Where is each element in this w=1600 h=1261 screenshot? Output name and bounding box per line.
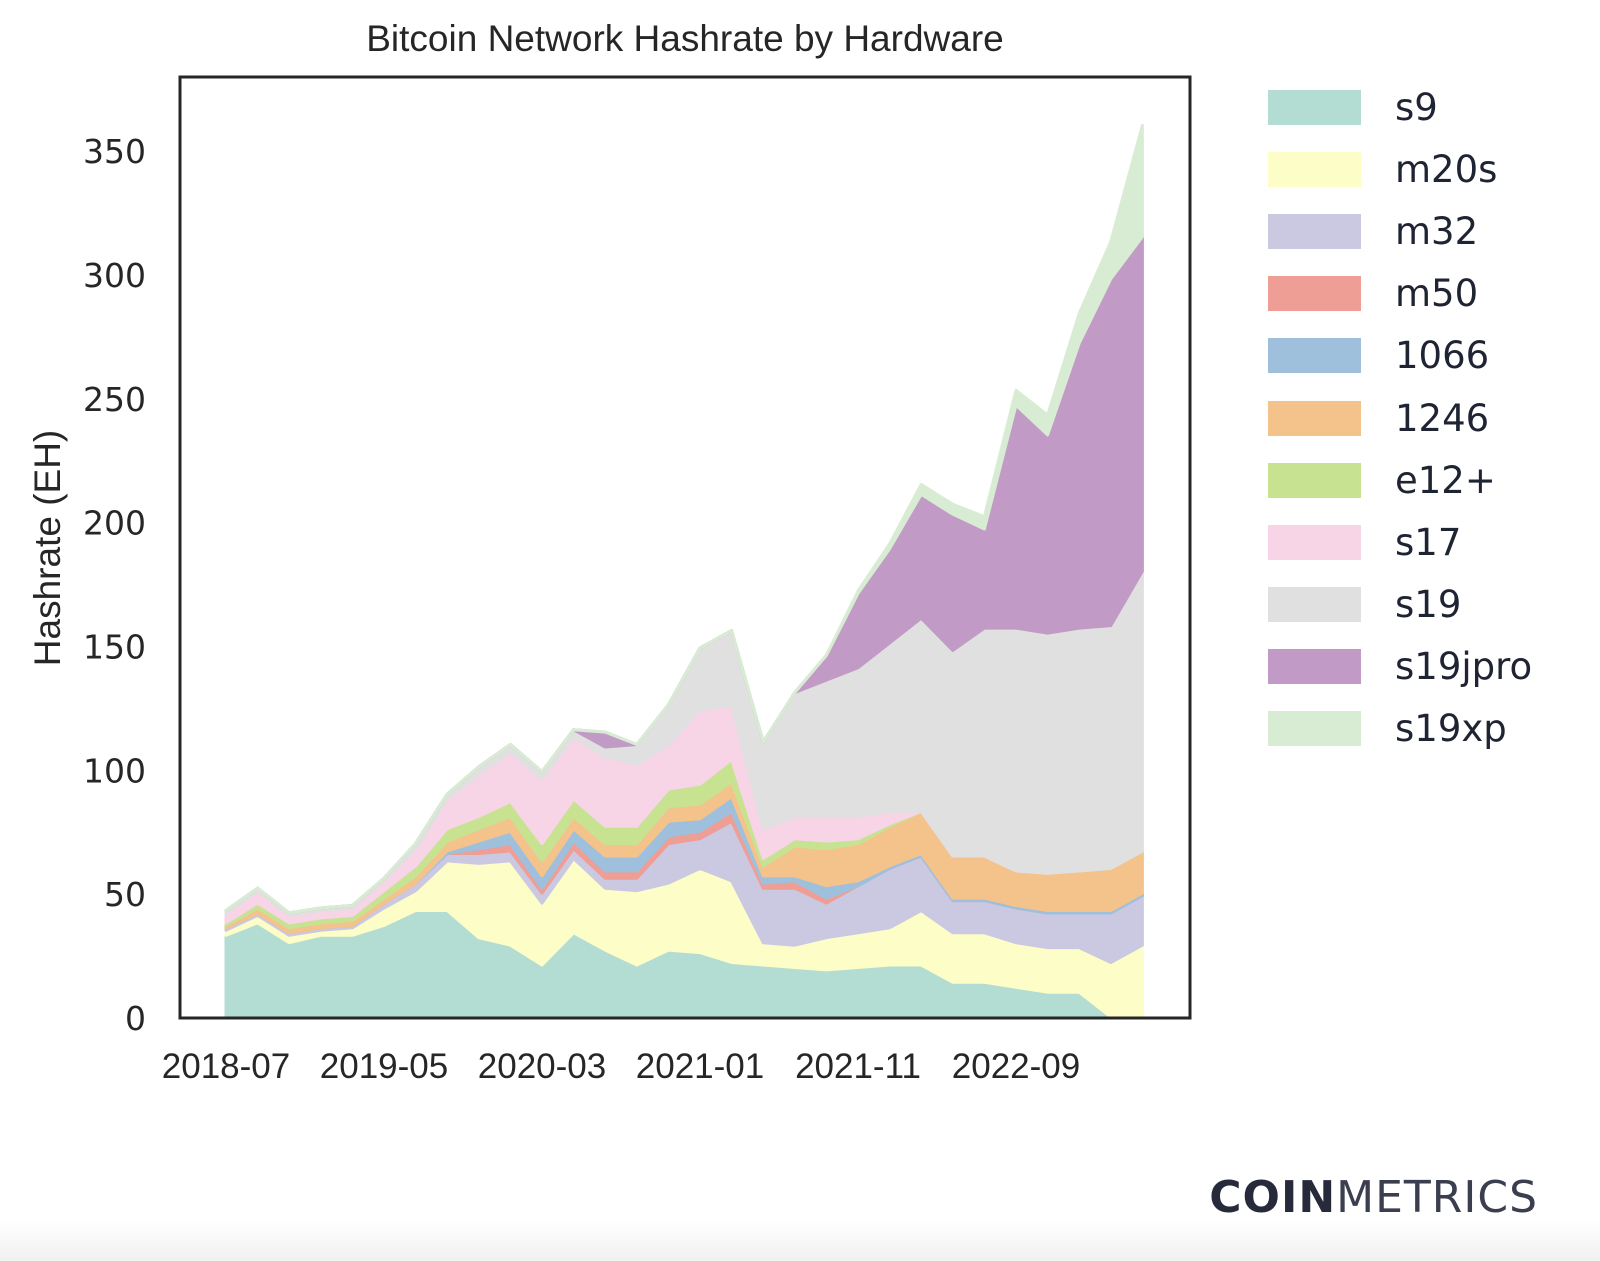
legend-swatch bbox=[1268, 587, 1361, 623]
legend-item-e12+: e12+ bbox=[1268, 449, 1532, 511]
legend-item-s9: s9 bbox=[1268, 76, 1532, 138]
footer-gradient bbox=[0, 1221, 1600, 1261]
y-tick-label: 150 bbox=[83, 627, 146, 666]
y-tick-label: 50 bbox=[104, 875, 146, 914]
area-s19xp bbox=[224, 123, 1144, 915]
legend-item-m32: m32 bbox=[1268, 200, 1532, 262]
legend-swatch bbox=[1268, 524, 1361, 560]
y-tick-label: 300 bbox=[83, 256, 146, 295]
brand-light: METRICS bbox=[1336, 1172, 1538, 1223]
legend-swatch bbox=[1268, 338, 1361, 374]
legend-label: 1066 bbox=[1395, 334, 1490, 378]
legend-item-s17: s17 bbox=[1268, 511, 1532, 573]
legend-label: s17 bbox=[1395, 520, 1462, 564]
x-tick-label: 2018-07 bbox=[162, 1047, 290, 1086]
y-axis-label: Hashrate (EH) bbox=[27, 430, 68, 666]
legend-label: s9 bbox=[1395, 85, 1438, 129]
legend-label: e12+ bbox=[1395, 458, 1496, 502]
legend-item-s19jpro: s19jpro bbox=[1268, 636, 1532, 698]
legend-label: 1246 bbox=[1395, 396, 1490, 440]
legend-item-m20s: m20s bbox=[1268, 138, 1532, 200]
legend-swatch bbox=[1268, 711, 1361, 747]
legend-item-s19xp: s19xp bbox=[1268, 698, 1532, 760]
legend-swatch bbox=[1268, 649, 1361, 685]
x-tick-label: 2021-11 bbox=[795, 1047, 921, 1086]
chart-title: Bitcoin Network Hashrate by Hardware bbox=[366, 18, 1004, 59]
legend-label: m50 bbox=[1395, 272, 1479, 316]
legend-swatch bbox=[1268, 213, 1361, 249]
legend-swatch bbox=[1268, 276, 1361, 312]
legend-label: s19 bbox=[1395, 583, 1462, 627]
legend-item-m50: m50 bbox=[1268, 263, 1532, 325]
legend-item-s19: s19 bbox=[1268, 574, 1532, 636]
legend-label: s19xp bbox=[1395, 707, 1507, 751]
y-tick-label: 250 bbox=[83, 380, 146, 419]
legend-swatch bbox=[1268, 89, 1361, 125]
x-tick-label: 2021-01 bbox=[636, 1047, 764, 1086]
legend: s9 m20s m32 m50 1066 1246 e12+ s17 s19 s19jpro s19… bbox=[1268, 76, 1532, 760]
legend-swatch bbox=[1268, 400, 1361, 436]
x-tick-label: 2019-05 bbox=[320, 1047, 448, 1086]
legend-item-1246: 1246 bbox=[1268, 387, 1532, 449]
y-tick-label: 0 bbox=[125, 999, 146, 1038]
x-tick-label: 2020-03 bbox=[478, 1047, 606, 1086]
legend-label: m20s bbox=[1395, 147, 1498, 191]
y-tick-label: 200 bbox=[83, 504, 146, 543]
y-tick-label: 100 bbox=[83, 751, 146, 790]
plot-frame bbox=[178, 75, 1192, 1020]
legend-swatch bbox=[1268, 151, 1361, 187]
legend-label: s19jpro bbox=[1395, 645, 1533, 689]
y-tick-label: 350 bbox=[83, 132, 146, 171]
x-tick-label: 2022-09 bbox=[952, 1047, 1080, 1086]
coinmetrics-logo: COINMETRICS bbox=[1209, 1172, 1538, 1223]
legend-item-1066: 1066 bbox=[1268, 325, 1532, 387]
brand-bold: COIN bbox=[1209, 1172, 1337, 1223]
legend-swatch bbox=[1268, 462, 1361, 498]
chart-areas bbox=[224, 123, 1144, 1019]
x-axis-ticks: 2018-07 2019-05 2020-03 2021-01 2021-11 2022-… bbox=[162, 1047, 1080, 1086]
legend-label: m32 bbox=[1395, 209, 1479, 253]
y-axis-ticks: 0 50 100 150 200 250 300 350 bbox=[83, 132, 146, 1038]
